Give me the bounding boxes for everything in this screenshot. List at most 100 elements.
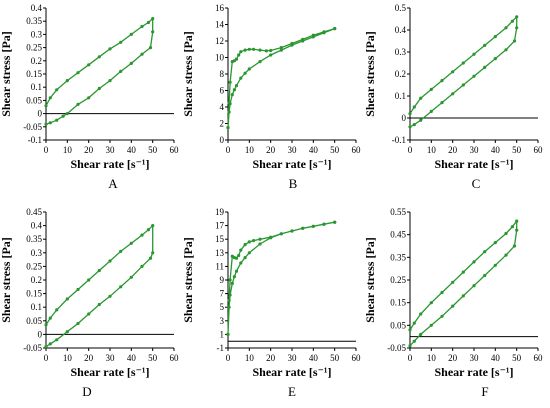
data-point	[279, 46, 283, 50]
data-point	[97, 86, 101, 91]
y-axis-title: Shear stress [Pa]	[363, 237, 377, 323]
data-point	[239, 248, 243, 252]
x-tick-label: 30	[470, 353, 480, 363]
data-point	[55, 88, 59, 92]
y-tick-label: 0.05	[26, 95, 42, 105]
data-point	[472, 52, 476, 56]
data-point	[119, 69, 123, 73]
data-point	[48, 96, 52, 100]
y-tick-label: 0.45	[26, 207, 42, 217]
x-axis-title: Shear rate [s⁻¹]	[252, 365, 331, 379]
y-tick-label: -0.05	[23, 122, 42, 132]
y-tick-label: 8	[220, 69, 225, 79]
x-tick-label: 0	[44, 353, 49, 363]
data-point	[269, 48, 273, 53]
y-tick-label: 0.25	[26, 261, 42, 271]
x-tick-label: 20	[84, 353, 94, 363]
data-point	[258, 237, 262, 241]
data-point	[243, 256, 247, 260]
x-tick-label: 40	[127, 145, 137, 155]
panel-letter: F	[481, 384, 488, 399]
data-point	[412, 339, 416, 343]
data-point	[65, 330, 69, 334]
data-point	[429, 323, 433, 327]
x-tick-label: 50	[148, 145, 158, 155]
x-tick-label: 20	[266, 353, 276, 363]
data-point	[290, 229, 294, 233]
series-line	[227, 27, 335, 128]
y-tick-label: 0.2	[395, 69, 406, 79]
x-axis-title: Shear rate [s⁻¹]	[434, 157, 513, 171]
data-point	[472, 74, 476, 78]
data-point	[237, 53, 241, 57]
y-tick-label: 17	[215, 221, 225, 231]
x-tick-label: 60	[352, 145, 362, 155]
data-point	[228, 80, 232, 84]
data-point	[55, 118, 59, 122]
data-point	[237, 253, 241, 258]
data-point	[226, 332, 230, 336]
data-point	[290, 43, 294, 47]
data-point	[429, 109, 433, 113]
x-tick-label: 0	[226, 145, 231, 155]
data-point	[234, 84, 239, 88]
x-tick-label: 10	[245, 145, 255, 155]
data-point	[333, 27, 337, 31]
data-point	[322, 222, 326, 226]
data-point	[279, 48, 283, 52]
x-axis-title: Shear rate [s⁻¹]	[434, 365, 513, 379]
data-point	[258, 48, 262, 52]
y-tick-label: 0.05	[26, 316, 42, 326]
data-point	[230, 93, 234, 97]
data-point	[108, 294, 112, 298]
data-point	[429, 87, 433, 91]
data-point	[269, 236, 273, 240]
data-point	[55, 308, 59, 312]
x-tick-label: 60	[170, 353, 180, 363]
data-point	[419, 96, 423, 100]
x-tick-label: 20	[448, 353, 458, 363]
data-point	[412, 123, 416, 127]
data-point	[483, 43, 487, 48]
data-point	[76, 102, 80, 106]
data-point	[228, 278, 232, 282]
data-point	[119, 40, 123, 44]
data-point	[408, 112, 412, 116]
data-point	[258, 60, 262, 64]
data-point	[440, 314, 444, 318]
y-tick-label: 4	[220, 102, 225, 112]
x-tick-label: 10	[63, 145, 73, 155]
x-tick-label: 0	[226, 353, 231, 363]
data-point	[65, 79, 69, 83]
x-tick-label: 20	[448, 145, 458, 155]
y-tick-label: 13	[215, 248, 225, 258]
data-point	[97, 55, 101, 59]
panel-letter: E	[288, 384, 296, 399]
y-tick-label: 5	[220, 302, 225, 312]
panel-letter: C	[472, 176, 481, 191]
data-point	[515, 26, 519, 30]
y-tick-label: 0.35	[390, 252, 406, 262]
x-tick-label: 20	[266, 145, 276, 155]
data-point	[232, 88, 236, 92]
data-point	[483, 273, 487, 278]
data-point	[108, 47, 112, 51]
data-point	[440, 79, 444, 83]
x-tick-label: 10	[427, 353, 437, 363]
data-point	[483, 65, 487, 69]
y-axis-title: Shear stress [Pa]	[0, 237, 13, 323]
data-point	[493, 263, 497, 267]
x-tick-label: 10	[245, 353, 255, 363]
data-point	[408, 328, 412, 332]
data-point	[510, 19, 514, 23]
x-tick-label: 10	[427, 145, 437, 155]
data-point	[515, 228, 519, 232]
x-tick-label: 0	[408, 353, 413, 363]
data-point	[301, 39, 305, 43]
data-point	[493, 57, 497, 61]
data-point	[226, 126, 230, 130]
